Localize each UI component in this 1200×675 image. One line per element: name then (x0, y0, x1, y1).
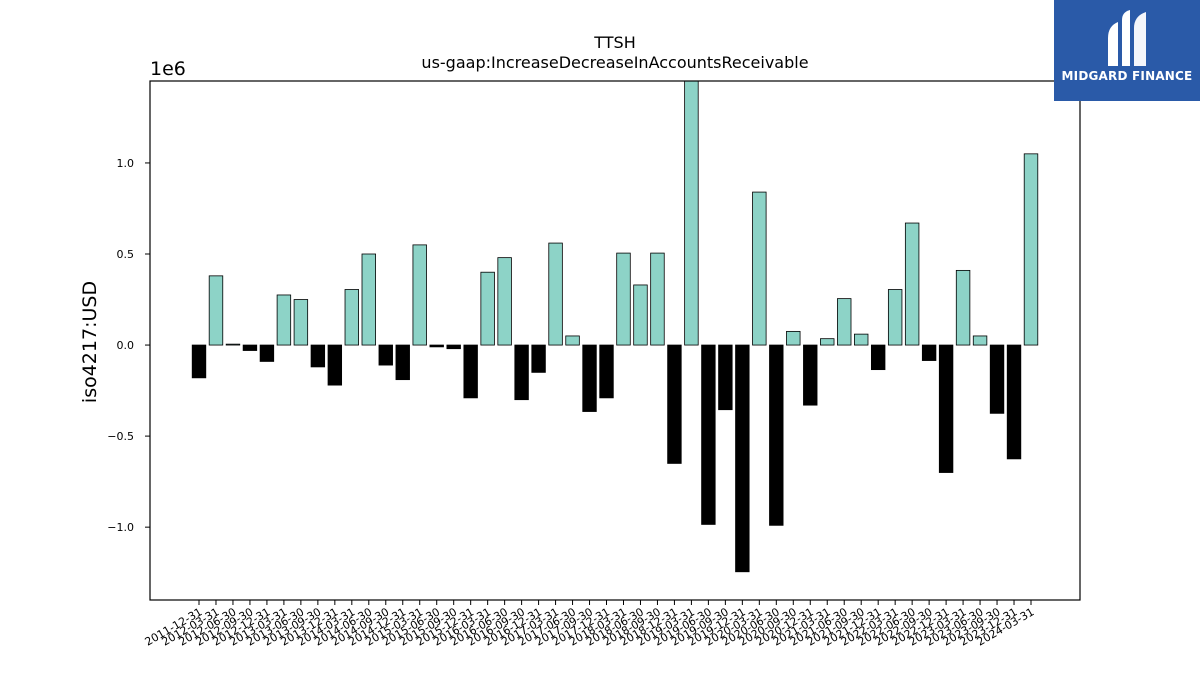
bar-2014-12-31 (395, 344, 410, 381)
bar-2012-09-30 (242, 344, 258, 351)
y-tick-label: −0.5 (107, 430, 134, 443)
y-tick-label: 0.5 (117, 248, 135, 261)
bar-2018-06-30 (633, 284, 648, 346)
bar-2019-06-30 (701, 344, 716, 525)
bar-2013-09-30 (310, 344, 326, 368)
y-axis-label: iso4217:USD (79, 281, 101, 403)
bar-2017-09-30 (582, 344, 597, 412)
bar-2022-03-31 (887, 289, 903, 346)
bar-2022-09-30 (921, 344, 937, 361)
bar-2016-06-30 (497, 257, 512, 346)
bar-2021-12-31 (870, 344, 886, 371)
y-tick-label: −1.0 (107, 521, 134, 534)
bar-2015-06-30 (429, 344, 444, 348)
bar-2013-06-30 (293, 299, 309, 346)
bars-group (191, 80, 1039, 573)
bar-2016-12-31 (531, 344, 546, 373)
bar-2012-12-31 (259, 344, 275, 362)
bar-2022-06-30 (904, 222, 920, 346)
bar-2020-06-30 (769, 344, 784, 526)
bar-2018-09-30 (650, 252, 665, 346)
bar-2011-12-31 (191, 344, 207, 379)
bar-2017-06-30 (565, 335, 580, 346)
bar-2019-03-31 (684, 80, 699, 346)
bar-2015-09-30 (446, 344, 461, 350)
bar-2020-12-31 (803, 344, 818, 406)
bar-2022-12-31 (938, 344, 954, 473)
chart-title: TTSH (593, 33, 635, 52)
midgard-logo-icon (1108, 10, 1146, 66)
x-ticks-group: 2011-12-312012-03-312012-06-302012-09-30… (143, 600, 1037, 649)
bar-2021-03-31 (820, 338, 835, 346)
midgard-finance-logo: MIDGARD FINANCE (1054, 0, 1200, 101)
bar-2020-09-30 (786, 330, 801, 346)
bar-2023-12-31 (1006, 344, 1022, 460)
y-tick-label: 1.0 (117, 157, 135, 170)
bar-2018-12-31 (667, 344, 682, 464)
bar-2013-03-31 (276, 294, 292, 346)
bar-2019-09-30 (718, 344, 733, 411)
bar-2020-03-31 (752, 191, 767, 346)
y-ticks-group: −1.0 −0.5 0.0 0.5 1.0 (107, 157, 150, 534)
y-scale-label: 1e6 (150, 58, 186, 80)
bar-2019-12-31 (735, 344, 750, 573)
bar-2018-03-31 (616, 252, 631, 346)
bar-2014-06-30 (361, 253, 376, 346)
bar-2017-12-31 (599, 344, 614, 399)
bar-2012-06-30 (225, 343, 241, 346)
bar-2016-03-31 (480, 271, 495, 346)
bar-2014-03-31 (344, 289, 359, 346)
bar-2015-03-31 (412, 244, 427, 346)
bar-2015-12-31 (463, 344, 478, 399)
chart-subtitle: us-gaap:IncreaseDecreaseInAccountsReceiv… (421, 53, 808, 72)
bar-2012-03-31 (208, 275, 224, 346)
y-tick-label: 0.0 (117, 339, 135, 352)
bar-2013-12-31 (327, 344, 343, 386)
bar-2016-09-30 (514, 344, 529, 401)
bar-2014-09-30 (378, 344, 393, 366)
logo-text: MIDGARD FINANCE (1061, 69, 1193, 83)
bar-2023-06-30 (972, 335, 988, 346)
plot-frame (149, 80, 1081, 601)
bar-2017-03-31 (548, 242, 563, 346)
bar-2021-06-30 (837, 298, 852, 346)
bar-2024-03-31 (1023, 153, 1039, 346)
bar-2023-09-30 (989, 344, 1005, 414)
bar-2021-09-30 (854, 333, 869, 346)
bar-2023-03-31 (955, 269, 971, 346)
